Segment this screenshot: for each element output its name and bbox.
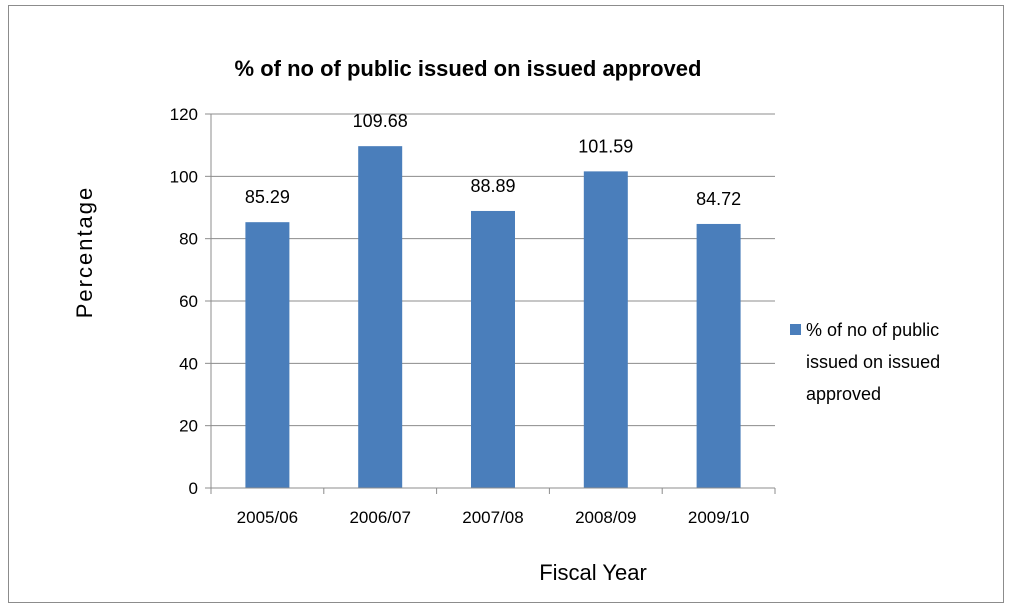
legend-label-line-1: % of no of public — [806, 320, 939, 340]
x-tick-label: 2009/10 — [688, 508, 749, 527]
y-tick-label: 0 — [189, 479, 198, 498]
x-tick-label: 2005/06 — [237, 508, 298, 527]
bar — [696, 223, 741, 488]
y-tick-label: 80 — [179, 230, 198, 249]
x-tick-label: 2007/08 — [462, 508, 523, 527]
legend-label-line-3: approved — [806, 384, 881, 404]
y-axis: 0 20 40 60 80 100 120 — [170, 105, 212, 498]
x-axis: 2005/06 2006/07 2007/08 2008/09 2009/10 — [210, 487, 776, 527]
y-tick-label: 100 — [170, 167, 198, 186]
data-label: 101.59 — [578, 136, 633, 156]
data-labels: 85.29 109.68 88.89 101.59 84.72 — [245, 111, 741, 209]
bar — [358, 146, 403, 488]
chart-title: % of no of public issued on issued appro… — [235, 56, 702, 81]
bar — [583, 171, 628, 488]
x-axis-title: Fiscal Year — [539, 560, 647, 585]
bars — [245, 146, 741, 488]
data-label: 84.72 — [696, 189, 741, 209]
x-tick-label: 2006/07 — [349, 508, 410, 527]
x-tick-label: 2008/09 — [575, 508, 636, 527]
y-tick-label: 120 — [170, 105, 198, 124]
legend-label-line-2: issued on issued — [806, 352, 940, 372]
y-tick-label: 60 — [179, 292, 198, 311]
data-label: 85.29 — [245, 187, 290, 207]
gridlines — [211, 113, 775, 427]
bar — [245, 222, 290, 488]
data-label: 88.89 — [470, 176, 515, 196]
y-tick-label: 20 — [179, 417, 198, 436]
data-label: 109.68 — [353, 111, 408, 131]
legend: % of no of public issued on issued appro… — [790, 320, 940, 404]
bar — [471, 210, 515, 488]
y-axis-title: Percentage — [72, 186, 97, 319]
legend-swatch — [790, 324, 801, 335]
y-tick-label: 40 — [179, 354, 198, 373]
